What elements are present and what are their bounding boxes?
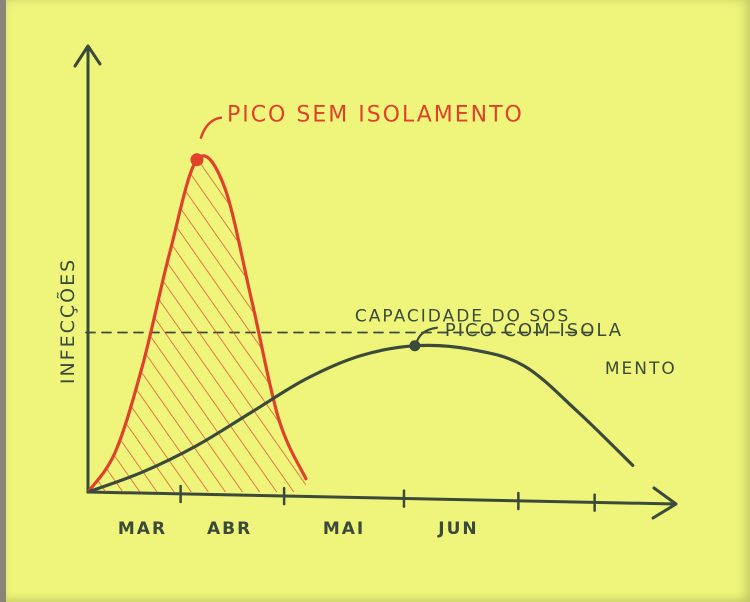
x-tick-label: MAR: [118, 519, 167, 539]
series-line-1: [86, 343, 635, 494]
x-tick-label: JUN: [437, 519, 478, 539]
peak-label-with-isolation-line1: PICO COM ISOLA: [445, 320, 623, 341]
peak-marker-with-isolation: [409, 340, 421, 352]
x-tick-label: ABR: [207, 519, 252, 539]
peak-label-with-isolation-line2: MENTO: [605, 359, 677, 379]
x-axis: [86, 490, 677, 506]
x-tick-label: MAI: [323, 519, 365, 539]
peak-label-no-isolation: PICO SEM ISOLAMENTO: [227, 103, 524, 128]
capacity-label: CAPACIDADE DO SOS: [355, 306, 570, 326]
y-axis-arrow: [73, 44, 102, 68]
peak-leader-with-isolation: [415, 326, 438, 343]
series-area-0: [88, 155, 306, 493]
y-axis-label: INFECÇÕES: [56, 258, 79, 384]
x-axis-arrow: [651, 486, 678, 520]
peak-marker-no-isolation: [190, 153, 204, 167]
peak-leader-no-isolation: [199, 116, 223, 139]
